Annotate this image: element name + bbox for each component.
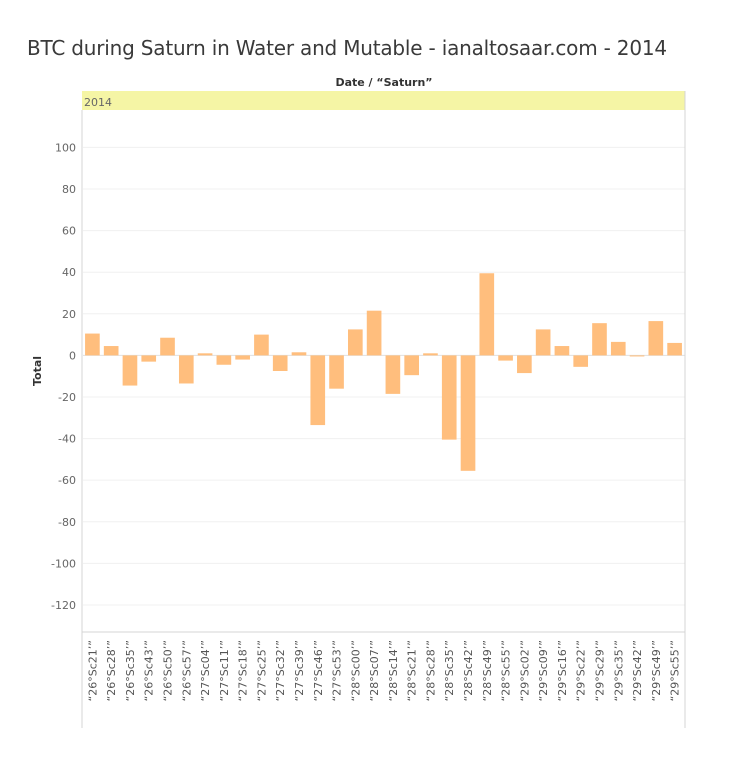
y-tick-label: -20 xyxy=(58,391,76,404)
bar[interactable] xyxy=(216,355,232,365)
x-tick-label: “27°Sc46’” xyxy=(312,640,325,701)
bar[interactable] xyxy=(385,355,401,394)
y-tick-label: 40 xyxy=(62,266,76,279)
gridlines xyxy=(83,146,685,606)
bar[interactable] xyxy=(573,355,589,367)
bar[interactable] xyxy=(498,355,513,361)
y-axis-label: Total xyxy=(31,356,44,386)
y-axis-ticks: 100 80 60 40 20 0 -20 -40 -60 -80 -100 -120 xyxy=(51,141,76,612)
bar[interactable] xyxy=(592,323,607,356)
bar[interactable] xyxy=(348,329,363,356)
x-tick-label: “27°Sc25’” xyxy=(255,640,268,701)
x-tick-label: “27°Sc32’” xyxy=(274,640,287,701)
bar[interactable] xyxy=(291,352,307,356)
y-tick-label: 80 xyxy=(62,183,76,196)
y-tick-label: -100 xyxy=(51,557,76,570)
bar[interactable] xyxy=(460,355,476,471)
bar[interactable] xyxy=(310,355,326,426)
x-tick-label: “27°Sc04’” xyxy=(199,640,212,701)
bar[interactable] xyxy=(554,346,570,356)
x-tick-label: “29°Sc09’” xyxy=(537,640,550,701)
x-tick-label: “27°Sc18’” xyxy=(237,640,250,701)
x-tick-label: “29°Sc02’” xyxy=(518,640,531,701)
y-tick-label: 100 xyxy=(55,141,76,154)
x-tick-label: “28°Sc21’” xyxy=(406,640,419,701)
y-tick-label: 60 xyxy=(62,225,76,238)
x-tick-label: “28°Sc49’” xyxy=(481,640,494,701)
bar[interactable] xyxy=(329,355,344,389)
bar[interactable] xyxy=(366,310,382,356)
x-tick-label: “26°Sc21’” xyxy=(86,640,99,701)
year-band xyxy=(82,91,685,110)
y-tick-label: -40 xyxy=(58,433,76,446)
x-tick-label: “26°Sc35’” xyxy=(124,640,137,701)
bars xyxy=(85,273,682,471)
x-tick-label: “26°Sc28’” xyxy=(105,640,118,701)
y-tick-label: -120 xyxy=(51,599,76,612)
x-tick-label: “28°Sc14’” xyxy=(387,640,400,701)
y-tick-label: -80 xyxy=(58,516,76,529)
bar[interactable] xyxy=(254,334,269,356)
y-tick-label: -60 xyxy=(58,474,76,487)
x-tick-label: “26°Sc50’” xyxy=(162,640,175,701)
bar[interactable] xyxy=(197,353,213,356)
x-tick-label: “29°Sc55’” xyxy=(669,640,682,701)
y-tick-label: 20 xyxy=(62,308,76,321)
x-tick-label: “28°Sc28’” xyxy=(424,640,437,701)
bar[interactable] xyxy=(160,337,175,356)
year-band-label: 2014 xyxy=(84,96,112,109)
bar[interactable] xyxy=(272,355,288,371)
bar[interactable] xyxy=(535,329,551,356)
bar[interactable] xyxy=(178,355,194,384)
bar[interactable] xyxy=(441,355,457,440)
x-tick-label: “29°Sc35’” xyxy=(612,640,625,701)
bar[interactable] xyxy=(517,355,532,374)
x-tick-label: “28°Sc35’” xyxy=(443,640,456,701)
x-tick-label: “28°Sc07’” xyxy=(368,640,381,701)
bar[interactable] xyxy=(423,353,438,356)
x-tick-label: “28°Sc00’” xyxy=(349,640,362,701)
bar[interactable] xyxy=(479,273,495,356)
x-tick-label: “29°Sc49’” xyxy=(650,640,663,701)
bar[interactable] xyxy=(667,342,682,356)
x-tick-label: “27°Sc39’” xyxy=(293,640,306,701)
bar[interactable] xyxy=(610,341,626,356)
x-tick-label: “29°Sc29’” xyxy=(593,640,606,701)
x-tick-label: “27°Sc11’” xyxy=(218,640,231,701)
bar[interactable] xyxy=(404,355,419,376)
x-axis-ticks: “26°Sc21’” “26°Sc28’” “26°Sc35’” “26°Sc43’”… xyxy=(86,640,681,701)
x-tick-label: “26°Sc43’” xyxy=(143,640,156,701)
x-tick-label: “28°Sc55’” xyxy=(500,640,513,701)
chart-title: BTC during Saturn in Water and Mutable -… xyxy=(27,36,667,60)
bar[interactable] xyxy=(85,333,100,356)
x-tick-label: “29°Sc42’” xyxy=(631,640,644,701)
column-header: Date / “Saturn” xyxy=(335,76,432,89)
y-tick-label: 0 xyxy=(69,349,76,362)
x-tick-label: “29°Sc22’” xyxy=(575,640,588,701)
bar[interactable] xyxy=(122,355,138,386)
x-tick-label: “28°Sc42’” xyxy=(462,640,475,701)
bar[interactable] xyxy=(235,355,250,360)
bar[interactable] xyxy=(629,355,645,357)
bar[interactable] xyxy=(103,346,119,356)
x-tick-label: “26°Sc57’” xyxy=(180,640,193,701)
x-tick-label: “29°Sc16’” xyxy=(556,640,569,701)
bar[interactable] xyxy=(648,321,664,356)
bar[interactable] xyxy=(141,355,157,362)
x-tick-label: “27°Sc53’” xyxy=(331,640,344,701)
